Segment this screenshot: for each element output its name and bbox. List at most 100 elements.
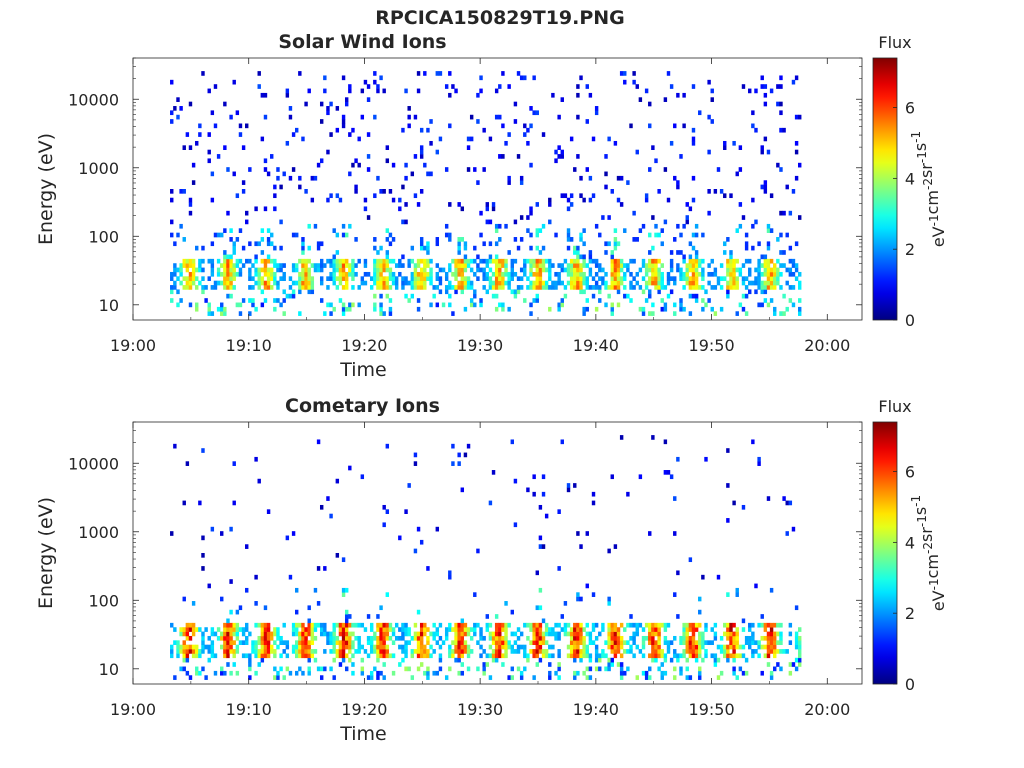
flux-cell (591, 491, 596, 497)
flux-cell (779, 75, 783, 81)
flux-cell (523, 653, 527, 659)
flux-cell (301, 649, 305, 654)
flux-cell (398, 535, 402, 541)
flux-cell (582, 276, 586, 281)
flux-cell (685, 271, 689, 277)
flux-cell (351, 127, 355, 133)
spectrogram (170, 71, 802, 316)
flux-cell (379, 189, 383, 194)
flux-cell (419, 640, 424, 645)
flux-cell (523, 132, 527, 137)
flux-cell (619, 258, 624, 264)
flux-cell (585, 666, 589, 672)
flux-cell (579, 289, 583, 295)
flux-cell (632, 285, 636, 290)
flux-cell (229, 263, 233, 268)
flux-cell (473, 592, 477, 597)
flux-cell (266, 267, 271, 273)
flux-cell (666, 280, 671, 286)
flux-cell (245, 587, 249, 593)
flux-cell (307, 653, 311, 659)
flux-cell (660, 276, 664, 281)
flux-cell (788, 670, 793, 676)
flux-cell (510, 263, 514, 268)
flux-cell (435, 263, 440, 268)
flux-cell (598, 298, 602, 303)
flux-cell (173, 263, 177, 268)
flux-cell (379, 627, 383, 632)
flux-cell (419, 245, 424, 251)
flux-cell (344, 97, 349, 102)
flux-cell (195, 140, 199, 146)
flux-cell (188, 285, 193, 290)
flux-cell (619, 666, 624, 672)
flux-cell (776, 162, 780, 168)
flux-cell (616, 276, 621, 281)
flux-cell (348, 171, 352, 177)
flux-cell (494, 258, 499, 264)
flux-cell (619, 175, 624, 181)
flux-cell (326, 149, 330, 155)
flux-cell (448, 644, 452, 650)
flux-cell (463, 285, 468, 290)
flux-cell (766, 302, 771, 308)
flux-cell (448, 666, 452, 672)
flux-cell (344, 614, 349, 619)
flux-cell (629, 298, 633, 303)
flux-cell (216, 271, 221, 277)
flux-cell (438, 666, 443, 672)
flux-cell (660, 306, 664, 312)
flux-cell (557, 566, 561, 571)
flux-cell (423, 276, 427, 281)
flux-cell (273, 271, 277, 277)
flux-cell (794, 149, 799, 155)
flux-cell (698, 649, 702, 654)
flux-cell (735, 311, 739, 316)
flux-cell (323, 666, 327, 672)
flux-cell (473, 302, 477, 308)
flux-cell (444, 276, 449, 281)
flux-cell (754, 267, 758, 273)
flux-cell (676, 223, 680, 229)
flux-cell (741, 84, 746, 89)
flux-cell (416, 285, 421, 290)
flux-cell (523, 263, 527, 268)
flux-cell (769, 622, 774, 628)
flux-cell (569, 276, 574, 281)
flux-cell (529, 210, 533, 216)
flux-cell (732, 500, 736, 506)
flux-cell (744, 311, 749, 316)
flux-cell (694, 258, 699, 264)
flux-cell (248, 276, 252, 281)
flux-cell (685, 675, 689, 680)
flux-cell (373, 193, 377, 199)
flux-cell (410, 171, 415, 177)
flux-cell (754, 640, 758, 645)
flux-cell (404, 640, 408, 645)
flux-cell (685, 263, 689, 268)
flux-cell (210, 285, 215, 290)
flux-cell (569, 280, 574, 286)
flux-cell (663, 470, 668, 475)
flux-cell (460, 653, 465, 659)
flux-cell (588, 258, 593, 264)
flux-cell (788, 267, 793, 273)
flux-cell (338, 271, 343, 277)
flux-cell (229, 609, 233, 615)
flux-cell (766, 280, 771, 286)
flux-cell (769, 193, 774, 199)
flux-cell (594, 110, 599, 116)
flux-cell (601, 276, 605, 281)
flux-cell (466, 631, 471, 637)
flux-cell (626, 649, 630, 654)
flux-cell (657, 276, 661, 281)
flux-cell (460, 276, 465, 281)
flux-cell (794, 175, 799, 181)
flux-cell (473, 631, 477, 637)
flux-cell (729, 285, 733, 290)
flux-cell (288, 106, 293, 111)
flux-cell (291, 289, 296, 295)
flux-cell (776, 258, 780, 264)
flux-cell (438, 276, 443, 281)
flux-cell (329, 513, 333, 519)
